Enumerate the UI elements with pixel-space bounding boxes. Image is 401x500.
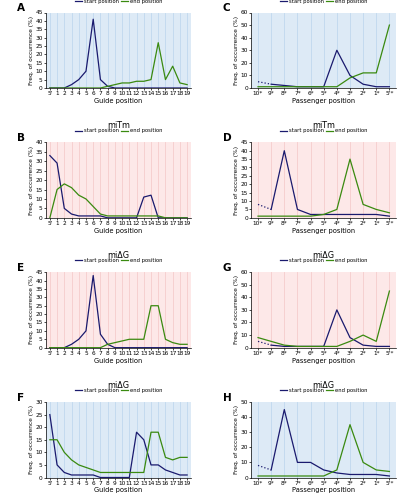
- Text: F: F: [17, 393, 24, 403]
- Legend: start position, end position: start position, end position: [75, 0, 162, 4]
- Title: miΔG: miΔG: [107, 381, 129, 390]
- Legend: start position, end position: start position, end position: [279, 388, 367, 393]
- Title: miΔG: miΔG: [312, 252, 334, 260]
- Y-axis label: Freq. of occurrence (%): Freq. of occurrence (%): [233, 276, 239, 344]
- Title: miTm: miTm: [312, 122, 334, 130]
- Legend: start position, end position: start position, end position: [279, 128, 367, 134]
- Y-axis label: Freq. of occurrence (%): Freq. of occurrence (%): [29, 146, 34, 214]
- X-axis label: Passenger position: Passenger position: [292, 228, 354, 234]
- Legend: start position, end position: start position, end position: [75, 388, 162, 393]
- X-axis label: Guide position: Guide position: [94, 358, 142, 364]
- Legend: start position, end position: start position, end position: [75, 258, 162, 263]
- X-axis label: Passenger position: Passenger position: [292, 358, 354, 364]
- Y-axis label: Freq. of occurrence (%): Freq. of occurrence (%): [29, 16, 34, 85]
- Y-axis label: Freq. of occurrence (%): Freq. of occurrence (%): [29, 276, 34, 344]
- X-axis label: Guide position: Guide position: [94, 488, 142, 494]
- Legend: start position, end position: start position, end position: [279, 0, 367, 4]
- X-axis label: Passenger position: Passenger position: [292, 98, 354, 104]
- Title: miΔG: miΔG: [312, 381, 334, 390]
- Text: G: G: [222, 263, 231, 273]
- Legend: start position, end position: start position, end position: [75, 128, 162, 134]
- Y-axis label: Freq. of occurrence (%): Freq. of occurrence (%): [233, 146, 239, 214]
- Y-axis label: Freq. of occurrence (%): Freq. of occurrence (%): [29, 405, 34, 474]
- Title: miΔG: miΔG: [107, 252, 129, 260]
- Text: H: H: [222, 393, 231, 403]
- X-axis label: Guide position: Guide position: [94, 98, 142, 104]
- X-axis label: Passenger position: Passenger position: [292, 488, 354, 494]
- Y-axis label: Freq. of occurrence (%): Freq. of occurrence (%): [233, 405, 239, 474]
- Text: E: E: [17, 263, 24, 273]
- Y-axis label: Freq. of occurrence (%): Freq. of occurrence (%): [233, 16, 239, 85]
- Title: miTm: miTm: [107, 122, 130, 130]
- Legend: start position, end position: start position, end position: [279, 258, 367, 263]
- Text: B: B: [17, 134, 25, 143]
- Text: D: D: [222, 134, 231, 143]
- X-axis label: Guide position: Guide position: [94, 228, 142, 234]
- Text: C: C: [222, 4, 230, 14]
- Text: A: A: [17, 4, 25, 14]
